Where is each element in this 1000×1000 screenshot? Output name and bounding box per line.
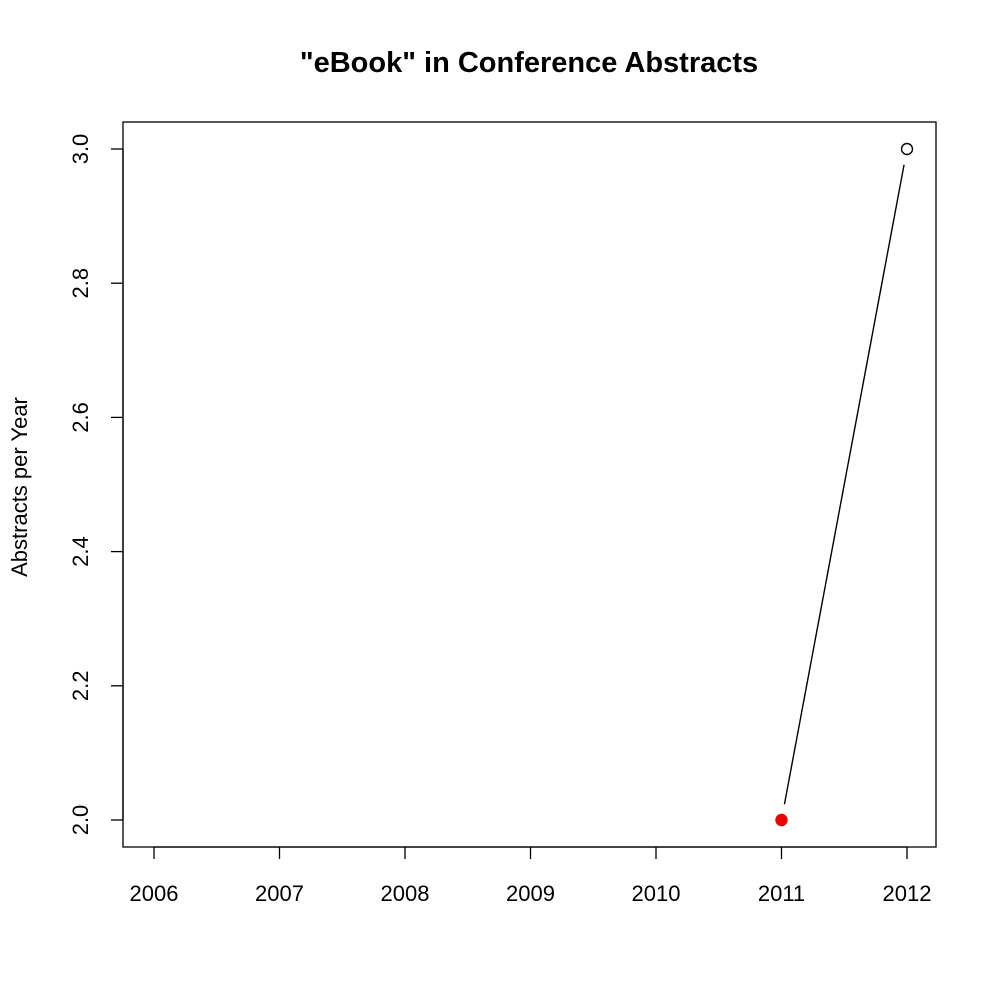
plot-area-frame <box>122 121 937 848</box>
series-layer <box>775 142 914 827</box>
x-tick-label: 2006 <box>130 881 179 906</box>
chart-title: "eBook" in Conference Abstracts <box>300 47 758 79</box>
y-tick-label: 2.8 <box>68 268 93 299</box>
y-tick-label: 2.6 <box>68 402 93 433</box>
y-tick-label: 2.0 <box>68 805 93 836</box>
x-tick-label: 2012 <box>883 881 932 906</box>
x-tick-label: 2008 <box>381 881 430 906</box>
x-tick-label: 2007 <box>255 881 304 906</box>
x-axis: 2006 2007 2008 2009 2010 2011 2012 <box>130 846 932 906</box>
y-tick-label: 3.0 <box>68 134 93 165</box>
x-tick-label: 2011 <box>758 881 805 906</box>
y-axis: 2.0 2.2 2.4 2.6 2.8 3.0 <box>68 134 124 836</box>
data-point <box>900 142 914 156</box>
x-tick-label: 2010 <box>632 881 681 906</box>
y-tick-label: 2.2 <box>68 671 93 702</box>
data-point-highlighted <box>775 813 788 827</box>
x-tick-label: 2009 <box>506 881 555 906</box>
y-axis-label: Abstracts per Year <box>7 397 32 577</box>
y-tick-label: 2.4 <box>68 536 93 567</box>
series-line-segment <box>783 164 905 805</box>
